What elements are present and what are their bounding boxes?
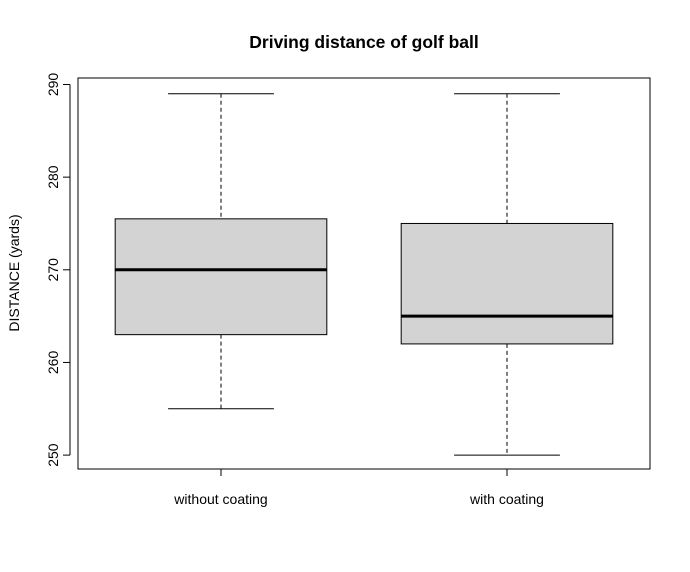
plot-frame (77, 77, 651, 470)
x-tick-label: with coating (469, 491, 544, 507)
boxes-layer (114, 93, 614, 456)
iqr-box (400, 222, 614, 345)
y-tick-label: 260 (45, 351, 61, 375)
y-tick-label: 250 (45, 443, 61, 467)
y-axis: 250 260 270 280 290 (45, 73, 71, 467)
box-group-1 (114, 93, 328, 410)
y-tick-label: 290 (45, 73, 61, 97)
iqr-box (114, 218, 328, 336)
y-tick-label: 280 (45, 165, 61, 189)
x-axis: without coating with coating (173, 469, 544, 507)
chart-title: Driving distance of golf ball (249, 32, 478, 52)
y-tick-label: 270 (45, 258, 61, 282)
x-tick-label: without coating (173, 491, 267, 507)
box-group-2 (400, 93, 614, 456)
y-axis-label: DISTANCE (yards) (6, 214, 22, 331)
